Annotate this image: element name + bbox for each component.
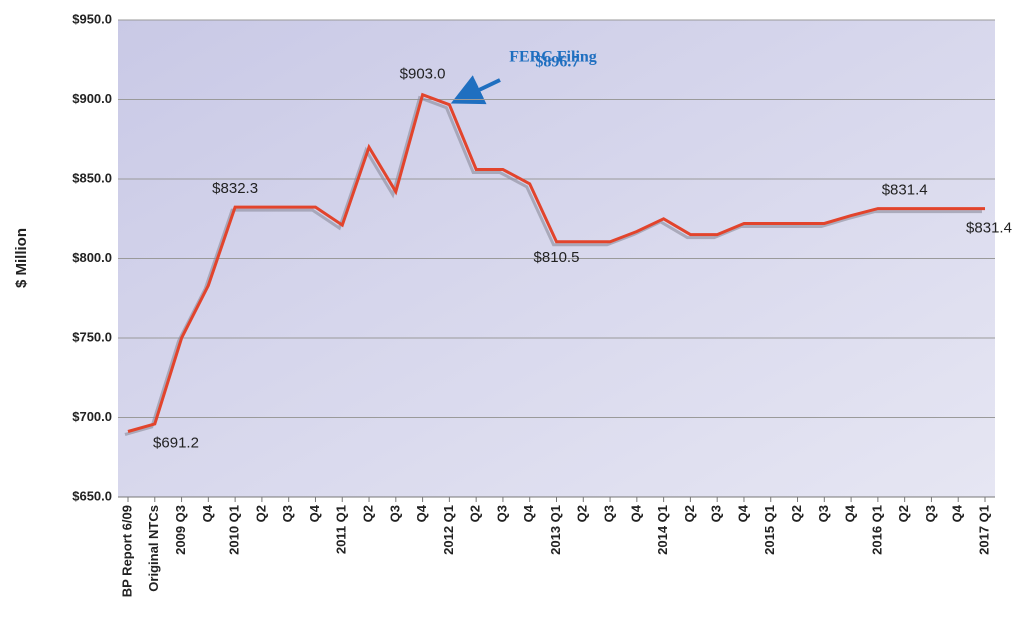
x-tick-label: 2011 Q1 [334, 505, 349, 554]
data-label: $831.4 [966, 220, 1012, 237]
x-tick-label: 2014 Q1 [655, 505, 670, 555]
x-tick-label: 2015 Q1 [762, 505, 777, 555]
x-tick-label: 2017 Q1 [976, 505, 991, 555]
x-tick-label: Q3 [816, 505, 831, 522]
data-label: $903.0 [400, 66, 446, 83]
y-tick-label: $750.0 [72, 329, 112, 344]
y-tick-label: $700.0 [72, 409, 112, 424]
x-tick-label: Q2 [682, 505, 697, 522]
x-tick-label: Q2 [360, 505, 375, 522]
x-tick-label: Q2 [789, 505, 804, 522]
x-tick-label: 2012 Q1 [441, 505, 456, 555]
x-tick-label: Q4 [307, 504, 322, 522]
data-label: $896.7 [535, 53, 579, 70]
x-tick-label: Q2 [253, 505, 268, 522]
line [127, 92, 985, 433]
data-label: $831.4 [882, 182, 928, 199]
x-tick-label: 2016 Q1 [869, 505, 884, 555]
x-tick-label: Q3 [709, 505, 724, 522]
y-tick-label: $850.0 [72, 170, 112, 185]
x-tick-label: Q2 [468, 505, 483, 522]
x-tick-label: Q4 [950, 504, 965, 522]
y-axis-label: $ Million [13, 228, 30, 288]
x-tick-label: Q3 [602, 505, 617, 522]
data-label: $691.2 [153, 434, 199, 451]
y-tick-label: $950.0 [72, 11, 112, 26]
x-tick-label: Q3 [923, 505, 938, 522]
x-tick-label: Original NTCs [146, 505, 161, 592]
x-tick-label: Q4 [735, 504, 750, 522]
line-shadow [124, 95, 982, 436]
y-tick-label: $900.0 [72, 91, 112, 106]
x-tick-label: Q2 [575, 505, 590, 522]
x-tick-label: Q4 [521, 504, 536, 522]
data-label: $810.5 [534, 249, 580, 266]
x-tick-label: 2010 Q1 [227, 505, 242, 555]
x-tick-label: Q2 [896, 505, 911, 522]
x-tick-label: Q3 [494, 505, 509, 522]
x-tick-label: 2013 Q1 [548, 505, 563, 555]
x-tick-label: Q4 [200, 504, 215, 522]
x-tick-label: 2009 Q3 [173, 505, 188, 555]
x-tick-label: Q4 [414, 504, 429, 522]
x-tick-label: Q4 [843, 504, 858, 522]
y-tick-label: $650.0 [72, 488, 112, 503]
x-tick-label: Q3 [280, 505, 295, 522]
x-tick-label: Q4 [628, 504, 643, 522]
annotation-arrow [450, 75, 501, 105]
x-tick-label: Q3 [387, 505, 402, 522]
x-tick-label: BP Report 6/09 [119, 505, 134, 597]
y-tick-label: $800.0 [72, 250, 112, 265]
data-label: $832.3 [212, 180, 258, 197]
annotation: FERC Filing [509, 49, 597, 66]
